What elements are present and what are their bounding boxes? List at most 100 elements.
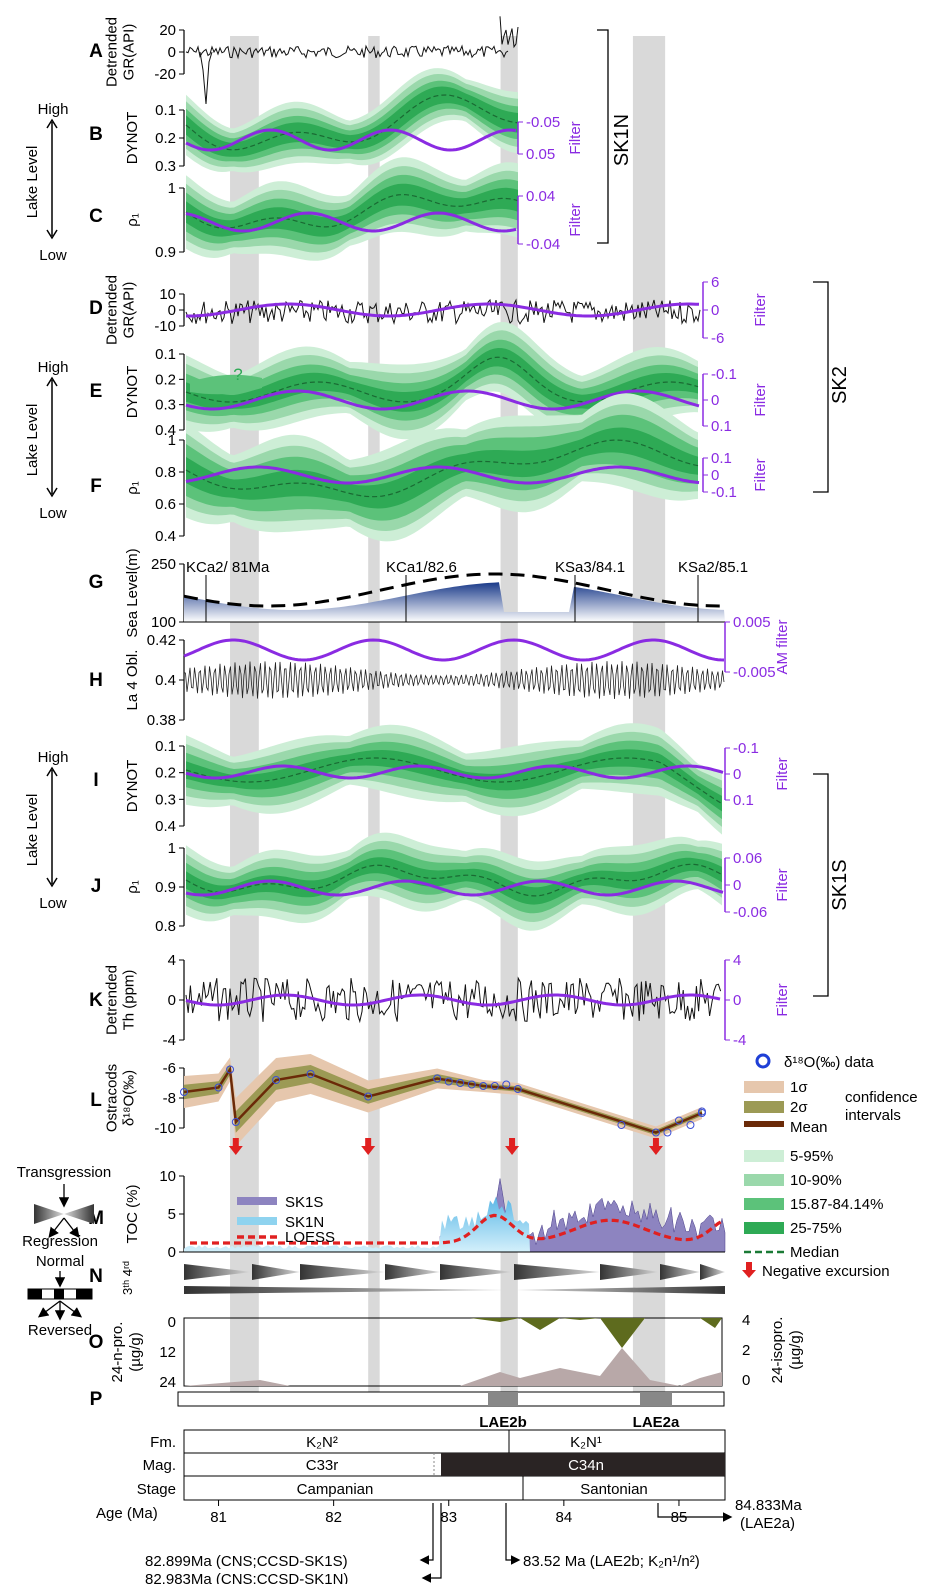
y-axis-label: La 4 Obl.: [124, 650, 141, 711]
sequence-schematic: Transgression Regression Normal Reversed: [17, 1164, 111, 1339]
mag-label: Mag.: [143, 1457, 176, 1474]
y-axis-label: 24-n-pro.: [109, 1322, 126, 1383]
legend-d18o-label: δ¹⁸O(‰) data: [784, 1054, 874, 1071]
panel-j: J 1 0.9 0.8 ρ₁ 0.06 0 -0.06 Filter: [91, 832, 791, 935]
panel-g: G 250 100 Sea Level(m) KCa2/ 81Ma KCa1/82.6 KS…: [89, 548, 748, 637]
panel-letter: G: [89, 572, 104, 593]
y-axis-label: Ostracods: [104, 1064, 121, 1132]
y-tick-label: 0.3: [155, 397, 176, 414]
y-tick-label: 0.2: [155, 371, 176, 388]
sequence-wedge: [440, 1264, 514, 1280]
mag-c34n: C34n: [568, 1457, 604, 1474]
legend-p1-swatch: [744, 1150, 784, 1162]
panel-letter: I: [93, 770, 98, 791]
legend-p1-label: 5-95%: [790, 1148, 833, 1165]
y-tick-label: 20: [159, 22, 176, 39]
group-label-sk1n: SK1N: [611, 114, 633, 166]
panel-letter: B: [89, 124, 103, 145]
d18o-point: [214, 1083, 223, 1092]
y-axis-label: Detrended: [104, 17, 121, 87]
d18o-point: [226, 1065, 235, 1074]
y-tick-label: 0: [168, 1244, 176, 1261]
lake-level-label: Lake Level: [24, 146, 41, 219]
loess-curve: [190, 1213, 723, 1245]
schematic-reversed: Reversed: [28, 1322, 92, 1339]
filter-curve: [185, 211, 517, 233]
age-tick-label: 82: [325, 1509, 342, 1526]
right-axis-label: Filter: [567, 121, 584, 154]
d18o-point: [180, 1088, 188, 1096]
legend-ci-note-1: confidence: [845, 1089, 918, 1106]
d18o-point: [697, 1107, 706, 1116]
lake-level-low: Low: [39, 895, 67, 912]
y-tick-label: -4: [163, 1032, 176, 1049]
negative-excursion-arrow: [361, 1138, 376, 1155]
legend-neg-arrow-icon: [742, 1262, 756, 1278]
y-tick-label: -8: [163, 1090, 176, 1107]
polarity-bar-icon: [27, 1288, 93, 1300]
age-label: Age (Ma): [96, 1505, 158, 1522]
sequence-wedge-large: [184, 1286, 514, 1294]
schematic-normal: Normal: [36, 1253, 84, 1270]
legend-ci-note-2: intervals: [845, 1107, 901, 1124]
gr-spike-end: [499, 16, 519, 49]
right-tick-label: 0: [742, 1372, 750, 1389]
panel-l: L -6 -8 -10 Ostracods δ¹⁸O(‰): [90, 1054, 706, 1155]
legend-median-label: Median: [790, 1244, 839, 1261]
grey-band: [632, 36, 666, 1398]
right-tick-label: 0: [733, 766, 741, 783]
right-tick-label: 0.005: [733, 614, 771, 631]
n-propyl-area: [470, 1318, 722, 1348]
lake-level-indicator-3: High Low Lake Level: [24, 749, 68, 912]
right-tick-label: 0.1: [711, 418, 732, 435]
sequence-wedge: [700, 1264, 725, 1280]
legend-mean-label: Mean: [790, 1119, 828, 1136]
annotation-lae2a-age-1: 84.833Ma: [735, 1497, 802, 1514]
legend-ci1-label: 1σ: [790, 1079, 808, 1096]
d18o-point: [479, 1082, 488, 1090]
panel-letter: K: [89, 990, 103, 1011]
question-mark: ?: [233, 365, 242, 384]
legend-ci2-label: 2σ: [790, 1099, 808, 1116]
right-axis-label: 24-isopro.: [769, 1317, 786, 1384]
d18o-point: [502, 1080, 511, 1089]
annotation-sk1n-age: 82.983Ma (CNS;CCSD-SK1N): [145, 1571, 348, 1584]
lake-level-high: High: [38, 359, 69, 376]
panel-letter: F: [90, 476, 102, 497]
median-line: [185, 94, 519, 151]
filter-curve: [185, 389, 700, 411]
y-tick-label: 0.8: [155, 918, 176, 935]
right-tick-label: 4: [742, 1312, 750, 1329]
legend: δ¹⁸O(‰) data 1σ 2σ Mean confidence inter…: [742, 1053, 918, 1280]
panel-i: I 0.1 0.2 0.3 0.4 DYNOT -0.1 0 0.1 Filter: [93, 723, 791, 835]
d18o-point: [490, 1082, 499, 1090]
ci-2sigma: [184, 1064, 702, 1136]
legend-sk1s-label: SK1S: [285, 1194, 323, 1211]
right-tick-label: 4: [733, 952, 741, 969]
y-tick-label: 0.4: [155, 818, 176, 835]
age-tick-label: 83: [440, 1509, 457, 1526]
legend-p3-swatch: [744, 1198, 784, 1210]
strat-table: Fm. Mag. Stage K₂N² K₂N¹ C33r C34n Campa…: [96, 1429, 802, 1584]
panel-k: K 4 0 -4 Detrended Th (ppm) 4 0 -4 Filter: [89, 952, 791, 1049]
y-tick-label: 0.9: [155, 244, 176, 261]
legend-ci1-swatch: [744, 1081, 784, 1093]
sequence-wedge: [385, 1264, 440, 1280]
d18o-point: [663, 1128, 672, 1137]
right-tick-label: 0.1: [711, 450, 732, 467]
mag-c33r: C33r: [306, 1457, 339, 1474]
question-blob: [190, 374, 262, 395]
lake-level-low: Low: [39, 505, 67, 522]
right-axis-label: Filter: [774, 868, 791, 901]
y-tick-label: 0.1: [155, 738, 176, 755]
stage-campanian: Campanian: [297, 1481, 374, 1498]
d18o-point: [444, 1077, 453, 1086]
grey-band: [500, 36, 518, 1398]
d18o-point: [272, 1076, 281, 1084]
sea-level-event-label: KSa3/84.1: [555, 559, 625, 576]
panel-letter: P: [90, 1389, 103, 1410]
